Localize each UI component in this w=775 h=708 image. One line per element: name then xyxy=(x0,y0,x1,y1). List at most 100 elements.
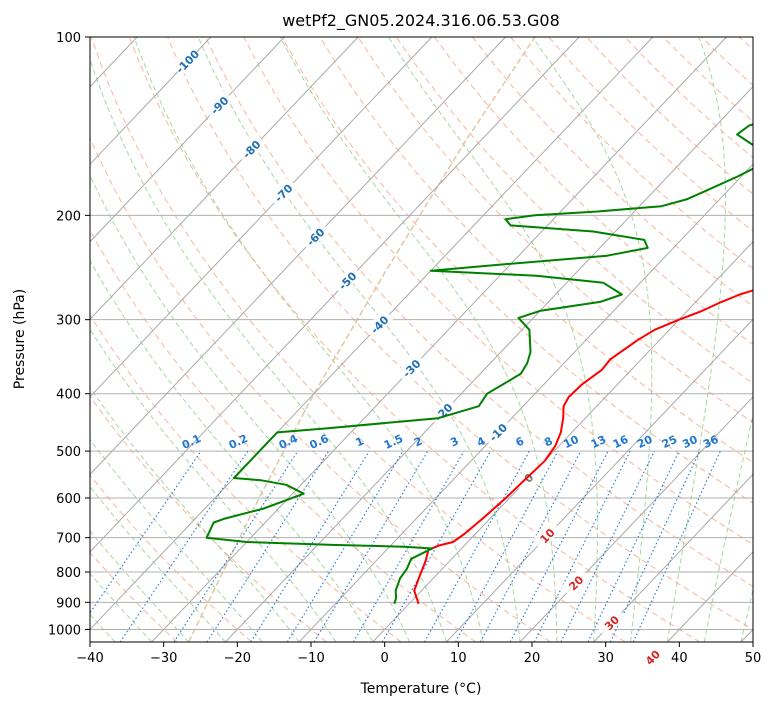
x-tick-label: −10 xyxy=(297,651,324,666)
mixing-ratio-line xyxy=(609,450,701,642)
temperature-trace xyxy=(413,289,753,605)
moist-adiabat xyxy=(90,174,411,642)
moist-adiabat xyxy=(90,530,189,642)
isotherm-line xyxy=(90,37,433,398)
mixing-ratio-line xyxy=(381,450,492,642)
dry-adiabat xyxy=(281,37,753,504)
y-tick-label: 600 xyxy=(56,492,81,507)
isotherm-label-bg xyxy=(531,520,562,550)
mixing-ratio-line xyxy=(632,450,721,642)
isotherm-line xyxy=(90,37,285,243)
isotherm-line xyxy=(90,37,580,553)
background-lines xyxy=(0,37,753,642)
moist-adiabat xyxy=(90,386,300,642)
mixing-ratio-label: 30 xyxy=(680,433,700,451)
isotherm-label-bg xyxy=(482,416,513,447)
moist-adiabat xyxy=(531,37,653,642)
moist-adiabat xyxy=(90,259,374,642)
mixing-ratio-label: 16 xyxy=(611,433,631,451)
isotherm-line xyxy=(0,37,63,642)
y-tick-label: 500 xyxy=(56,445,81,460)
dry-adiabat xyxy=(90,136,551,642)
isotherm-line xyxy=(90,37,506,476)
y-axis-label: Pressure (hPa) xyxy=(12,289,28,389)
dry-adiabat xyxy=(357,37,753,424)
x-tick-label: 10 xyxy=(450,651,467,666)
dry-adiabat xyxy=(90,229,476,642)
moist-adiabat xyxy=(703,413,753,642)
dry-adiabat xyxy=(128,37,701,642)
dry-adiabat xyxy=(90,37,626,642)
isotherm-label-bg xyxy=(637,641,667,672)
moist-adiabat xyxy=(666,37,726,642)
mixing-ratio-line xyxy=(250,450,370,642)
isotherm-label-bg xyxy=(300,221,330,252)
mixing-ratio-line xyxy=(560,450,655,642)
dry-adiabat xyxy=(167,37,753,630)
x-tick-label: 0 xyxy=(381,651,389,666)
moist-adiabat xyxy=(197,37,521,642)
isotherm-label-bg xyxy=(560,567,591,598)
dry-adiabat xyxy=(243,37,753,545)
dry-adiabat xyxy=(205,37,753,588)
x-axis-label: Temperature (°C) xyxy=(360,681,482,697)
mixing-ratio-line xyxy=(455,450,559,642)
mixing-ratio-line xyxy=(424,450,530,642)
isotherm-line xyxy=(519,396,753,642)
x-tick-label: −20 xyxy=(224,651,251,666)
isotherm-line xyxy=(298,163,753,642)
dry-adiabat xyxy=(319,37,753,463)
plot-background xyxy=(90,37,753,642)
moist-adiabat xyxy=(90,57,447,642)
isotherm-line xyxy=(372,241,753,642)
y-tick-label: 100 xyxy=(56,31,81,46)
x-tick-label: −30 xyxy=(150,651,177,666)
isotherm-line xyxy=(90,37,359,320)
mixing-ratio-label: 13 xyxy=(589,433,608,451)
mixing-ratio-label: 10 xyxy=(562,433,582,451)
dry-adiabat xyxy=(90,551,178,642)
x-tick-label: −40 xyxy=(76,651,103,666)
y-tick-label: 1000 xyxy=(48,623,81,638)
dry-adiabat xyxy=(395,37,753,384)
y-tick-label: 200 xyxy=(56,209,81,224)
mixing-ratio-line xyxy=(286,450,404,642)
mixing-ratio-line xyxy=(90,450,202,614)
y-tick-label: 300 xyxy=(56,314,81,329)
x-tick-label: 40 xyxy=(671,651,688,666)
mixing-ratio-line xyxy=(587,450,680,642)
chart-title: wetPf2_GN05.2024.316.06.53.G08 xyxy=(282,11,560,31)
sounding-traces xyxy=(205,123,753,605)
dewpoint-trace xyxy=(205,123,753,605)
mixing-ratio-label: 36 xyxy=(701,433,721,451)
y-tick-label: 700 xyxy=(56,532,81,547)
isotherm-label-bg xyxy=(268,177,298,208)
mixing-ratio-line xyxy=(206,450,330,642)
x-tick-label: 30 xyxy=(597,651,614,666)
isotherm-label-bg xyxy=(171,45,202,76)
axes: −40 −30 −20 −10 0 10 20 30 40 50 100 200 300 400 500 60… xyxy=(48,31,761,666)
isotherm-label-bg xyxy=(235,133,266,164)
isotherm-label-bg xyxy=(596,607,626,638)
y-tick-label: 400 xyxy=(56,388,81,403)
isotherm-line xyxy=(90,37,654,631)
moist-adiabat xyxy=(387,37,598,642)
mixing-ratio-label: 25 xyxy=(660,433,679,451)
x-tick-label: 20 xyxy=(524,651,541,666)
y-tick-label: 900 xyxy=(56,596,81,611)
moist-adiabat xyxy=(279,37,558,642)
isotherm-label-bg xyxy=(396,352,426,383)
isotherm-line xyxy=(90,37,212,165)
isotherm-label-bg xyxy=(332,265,362,295)
dry-adiabat xyxy=(90,474,252,642)
plot-frame xyxy=(89,36,754,643)
moist-adiabat xyxy=(90,486,226,642)
x-tick-label: 50 xyxy=(745,651,762,666)
mixing-ratio-line xyxy=(313,450,429,642)
moist-adiabat xyxy=(740,587,753,642)
mixing-ratio-line xyxy=(352,450,465,642)
y-tick-label: 800 xyxy=(56,566,81,581)
isotherm-label-bg xyxy=(364,309,394,339)
moist-adiabat xyxy=(90,572,153,642)
